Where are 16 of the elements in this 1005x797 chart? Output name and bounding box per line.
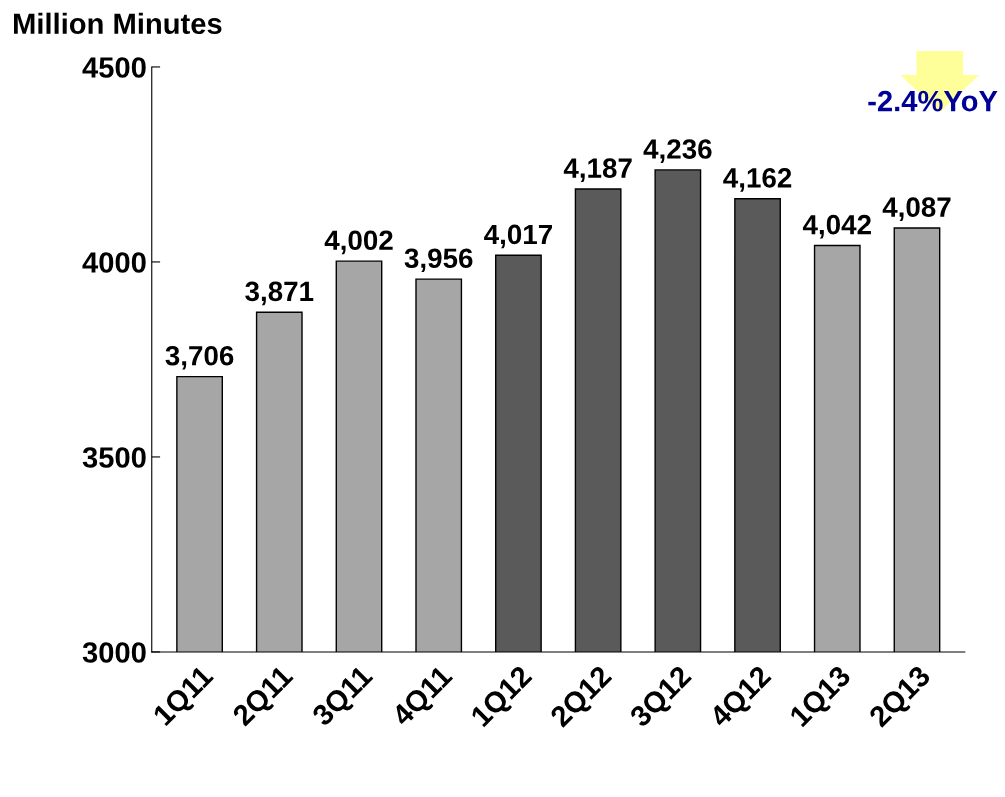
data-label: 4,002	[324, 230, 393, 255]
y-axis-title: Million Minutes	[14, 12, 222, 35]
data-label: 4,087	[882, 197, 951, 221]
y-tick-label: 4000	[82, 252, 146, 273]
annotation: -2.4%YoY	[868, 90, 998, 112]
data-label: 3,871	[245, 281, 314, 306]
data-label: 3,956	[404, 248, 473, 273]
data-label: 3,706	[165, 345, 234, 370]
data-label: 4,017	[484, 224, 552, 249]
y-tick-label: 4500	[82, 57, 146, 78]
y-tick-label: 3000	[82, 642, 146, 663]
y-tick-label: 3500	[82, 447, 146, 468]
data-label: 4,162	[723, 168, 792, 192]
data-label: 4,042	[802, 214, 871, 239]
data-label: 4,187	[563, 158, 632, 182]
data-label: 4,236	[643, 139, 712, 163]
